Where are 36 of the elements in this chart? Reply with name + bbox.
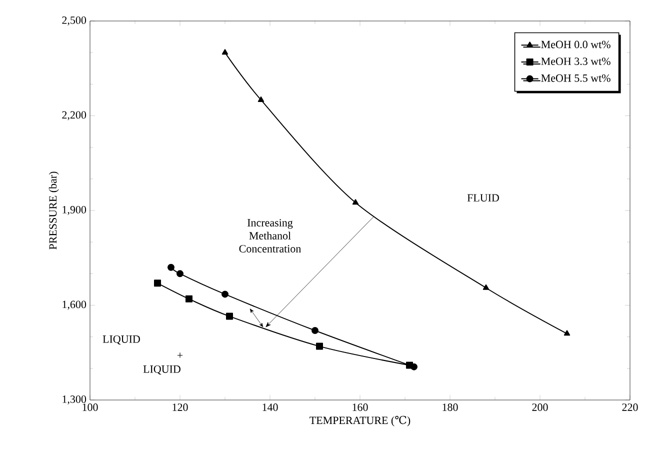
- x-tick-label: 160: [352, 404, 368, 411]
- x-tick-label: 140: [262, 404, 278, 411]
- x-tick-label: 180: [442, 404, 458, 411]
- annotation: +: [177, 352, 183, 358]
- point: [186, 295, 192, 302]
- point: [410, 363, 418, 370]
- point: [482, 284, 490, 290]
- annotation: FLUID: [467, 194, 499, 202]
- point: [564, 330, 570, 336]
- x-tick-label: 220: [622, 404, 638, 411]
- point: [258, 96, 264, 102]
- annotation: LIQUID: [102, 335, 140, 345]
- legend-label: MeOH 0.0 wt%: [541, 40, 610, 48]
- x-tick-label: 200: [532, 404, 548, 411]
- y-tick-label: 1,300: [62, 396, 86, 405]
- y-tick-label: 1,900: [62, 206, 86, 216]
- point: [222, 290, 228, 298]
- legend-label: MeOH 5.5 wt%: [541, 74, 610, 82]
- point: [312, 327, 319, 334]
- point: [352, 199, 359, 205]
- annotation: Increasing Methanol Concentration: [239, 219, 301, 252]
- annotation: LIQUID: [143, 365, 180, 375]
- point: [176, 270, 184, 278]
- point: [154, 280, 161, 287]
- y-axis-title: PRESSURE (bar): [48, 172, 59, 250]
- x-axis-title: TEMPERATURE (℃): [310, 416, 410, 426]
- y-tick-label: 2,200: [62, 111, 86, 120]
- point: [168, 264, 174, 271]
- point: [316, 342, 323, 350]
- point: [226, 312, 233, 320]
- y-tick-label: 2,500: [62, 16, 86, 26]
- point: [222, 49, 228, 55]
- y-tick-label: 1,600: [62, 300, 86, 310]
- x-tick-label: 100: [82, 404, 98, 411]
- legend-label: MeOH 3.3 wt%: [541, 58, 610, 66]
- x-tick-label: 120: [172, 404, 188, 411]
